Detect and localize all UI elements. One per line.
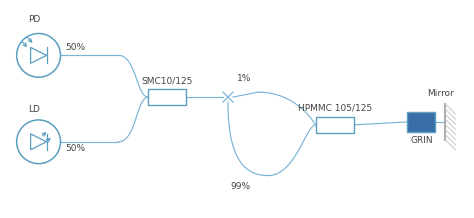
- Text: GRIN: GRIN: [410, 136, 433, 145]
- Text: 50%: 50%: [65, 43, 86, 52]
- Text: Mirror: Mirror: [427, 89, 454, 98]
- Text: HPMMC 105/125: HPMMC 105/125: [298, 104, 372, 113]
- Text: 1%: 1%: [237, 74, 251, 83]
- FancyBboxPatch shape: [148, 89, 186, 105]
- Text: LD: LD: [28, 105, 40, 114]
- Text: PD: PD: [28, 15, 41, 24]
- FancyBboxPatch shape: [316, 117, 354, 133]
- Text: 99%: 99%: [230, 182, 250, 191]
- Text: SMC10/125: SMC10/125: [142, 76, 193, 85]
- FancyBboxPatch shape: [408, 112, 436, 132]
- Text: 50%: 50%: [65, 144, 86, 153]
